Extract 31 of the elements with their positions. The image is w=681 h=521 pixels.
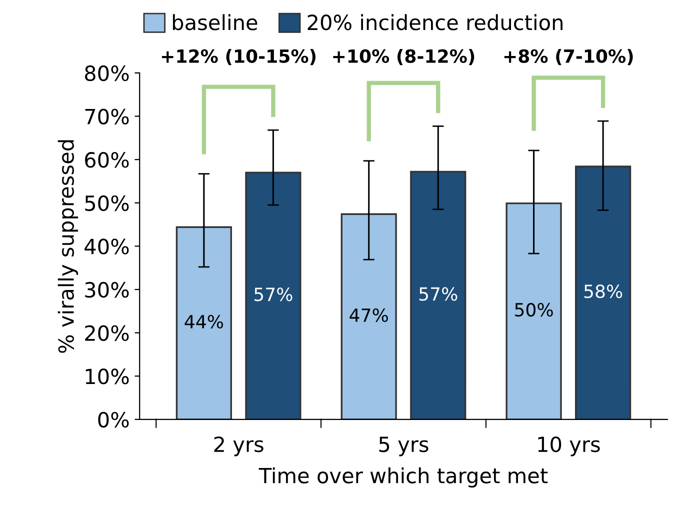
data-label: 50% xyxy=(515,302,553,317)
bar xyxy=(340,213,397,420)
y-axis-title: % virally suppressed xyxy=(58,140,78,353)
legend-label: baseline xyxy=(172,14,258,30)
data-label: 58% xyxy=(584,284,622,298)
y-tick-label: 0% xyxy=(98,412,129,428)
data-label: 44% xyxy=(184,314,223,328)
bar xyxy=(410,170,466,420)
data-label: 47% xyxy=(350,308,388,322)
bar xyxy=(245,172,302,420)
text: +12% (10-15%) xyxy=(162,48,316,66)
x-tick-label: 2 yrs xyxy=(214,436,264,456)
y-tick-label: 50% xyxy=(85,195,129,212)
x-axis-title: Time over which target met xyxy=(258,467,548,488)
y-tick-label: 20% xyxy=(85,325,129,341)
x-tick-label: 5 yrs xyxy=(379,436,428,456)
y-tick-label: 30% xyxy=(85,282,129,298)
y-tick-label: 60% xyxy=(85,152,129,168)
text: +8% (7-10%) xyxy=(504,48,633,66)
bar xyxy=(575,166,632,420)
legend-label: 20% incidence reduction xyxy=(308,14,562,30)
text: +10% (8-12%) xyxy=(333,48,474,66)
y-tick-label: 80% xyxy=(84,65,129,82)
x-tick-label: 10 yrs xyxy=(538,436,600,456)
y-tick-label: 70% xyxy=(85,108,129,124)
data-label: 57% xyxy=(419,287,458,301)
y-tick-label: 40% xyxy=(84,238,129,254)
data-label: 57% xyxy=(254,288,292,302)
bar xyxy=(176,226,232,420)
y-tick-label: 10% xyxy=(86,368,129,384)
bar xyxy=(506,202,562,420)
